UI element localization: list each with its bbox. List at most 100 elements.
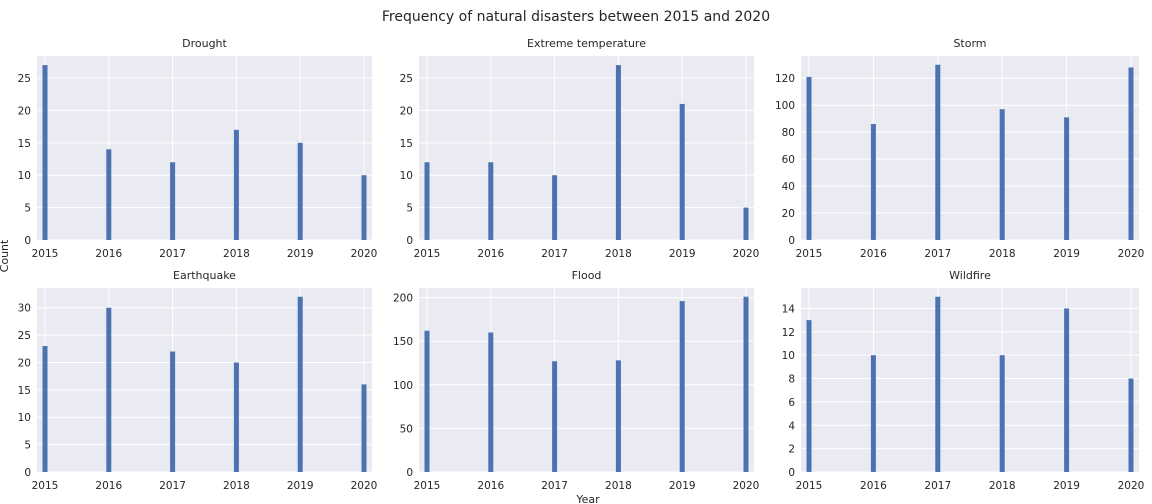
y-axis-label: Count (0, 239, 11, 272)
y-tick-label: 15 (18, 385, 31, 397)
y-tick-label: 12 (782, 327, 795, 339)
x-tick-label: 2017 (924, 480, 951, 492)
bar (488, 162, 494, 240)
subplot: 0 20 40 60 80 100 120 2015 2016 2017 2018 2019 2020 S… (775, 37, 1144, 260)
y-tick-label: 5 (406, 203, 413, 215)
x-tick-label: 2018 (989, 480, 1016, 492)
x-tick-label: 2016 (477, 480, 504, 492)
x-tick-label: 2018 (605, 248, 632, 260)
y-tick-label: 4 (788, 420, 795, 432)
subplot-title: Extreme temperature (527, 37, 646, 50)
y-tick-label: 150 (393, 336, 413, 348)
x-tick-label: 2020 (733, 248, 760, 260)
y-tick-label: 14 (782, 303, 796, 315)
bar (615, 65, 621, 240)
bar (170, 162, 176, 240)
bar (870, 124, 876, 240)
x-axis-label: Year (575, 493, 600, 504)
bar (552, 361, 558, 472)
x-tick-label: 2020 (351, 480, 378, 492)
y-tick-label: 25 (400, 73, 413, 85)
y-tick-label: 100 (393, 380, 413, 392)
x-tick-label: 2015 (32, 248, 59, 260)
y-tick-label: 15 (400, 138, 413, 150)
bar (233, 129, 239, 240)
x-tick-label: 2017 (159, 248, 186, 260)
plot-area (37, 288, 372, 472)
x-tick-label: 2016 (477, 248, 504, 260)
bar (361, 384, 367, 472)
y-tick-label: 50 (400, 423, 413, 435)
y-tick-label: 0 (406, 467, 413, 479)
x-tick-label: 2019 (669, 248, 696, 260)
bar (679, 301, 685, 472)
bar (424, 162, 430, 240)
x-tick-label: 2015 (414, 480, 441, 492)
subplot-title: Wildfire (949, 269, 991, 282)
bar (488, 332, 494, 472)
y-tick-label: 120 (775, 73, 795, 85)
y-tick-label: 10 (18, 170, 31, 182)
subplot-title: Drought (182, 37, 227, 50)
y-tick-label: 5 (24, 440, 31, 452)
bar (42, 346, 48, 472)
x-tick-label: 2019 (287, 248, 314, 260)
y-tick-label: 25 (18, 73, 31, 85)
subplot: 0 5 10 15 20 25 30 2015 2016 2017 2018 2019 2020 Eart… (18, 269, 378, 492)
y-tick-label: 5 (24, 203, 31, 215)
y-tick-label: 20 (18, 105, 31, 117)
subplot: 0 5 10 15 20 25 2015 2016 2017 2018 2019 2020 Drough… (18, 37, 378, 260)
y-tick-label: 10 (400, 170, 413, 182)
plot-area (801, 56, 1139, 240)
x-tick-label: 2015 (796, 480, 823, 492)
x-tick-label: 2016 (95, 248, 122, 260)
x-tick-label: 2019 (669, 480, 696, 492)
bar (170, 351, 176, 472)
bar (806, 76, 812, 241)
x-tick-label: 2020 (1118, 480, 1145, 492)
x-tick-label: 2016 (860, 480, 887, 492)
y-tick-label: 10 (18, 412, 31, 424)
y-tick-label: 20 (400, 105, 413, 117)
x-tick-label: 2020 (733, 480, 760, 492)
y-tick-label: 10 (782, 350, 795, 362)
plot-area (37, 56, 372, 240)
bar (935, 296, 941, 472)
x-tick-label: 2018 (223, 248, 250, 260)
bar (297, 296, 303, 472)
x-tick-label: 2015 (414, 248, 441, 260)
bar (743, 296, 749, 472)
bar (999, 355, 1005, 472)
y-tick-label: 0 (24, 235, 31, 247)
x-tick-label: 2017 (541, 248, 568, 260)
x-tick-label: 2016 (95, 480, 122, 492)
y-tick-label: 100 (775, 100, 795, 112)
subplot: 0 5 10 15 20 25 2015 2016 2017 2018 2019 2020 Extrem… (400, 37, 760, 260)
bar (1128, 378, 1134, 472)
x-tick-label: 2018 (223, 480, 250, 492)
x-tick-label: 2020 (351, 248, 378, 260)
plot-area (419, 288, 754, 472)
y-tick-label: 40 (782, 181, 795, 193)
bar (106, 307, 112, 472)
y-tick-label: 15 (18, 138, 31, 150)
subplot: 0 50 100 150 200 2015 2016 2017 2018 2019 2020 Floo… (393, 269, 759, 492)
bar (106, 149, 112, 240)
bar (233, 362, 239, 472)
x-tick-label: 2017 (924, 248, 951, 260)
x-tick-label: 2015 (796, 248, 823, 260)
plot-area (801, 288, 1139, 472)
y-tick-label: 0 (24, 467, 31, 479)
y-tick-label: 20 (782, 208, 795, 220)
bar (424, 330, 430, 472)
plot-area (419, 56, 754, 240)
x-tick-label: 2019 (287, 480, 314, 492)
y-tick-label: 6 (788, 397, 795, 409)
y-tick-label: 0 (788, 467, 795, 479)
x-tick-label: 2018 (989, 248, 1016, 260)
x-tick-label: 2019 (1053, 248, 1080, 260)
x-tick-label: 2020 (1118, 248, 1145, 260)
y-tick-label: 200 (393, 293, 413, 305)
bar (42, 65, 48, 240)
